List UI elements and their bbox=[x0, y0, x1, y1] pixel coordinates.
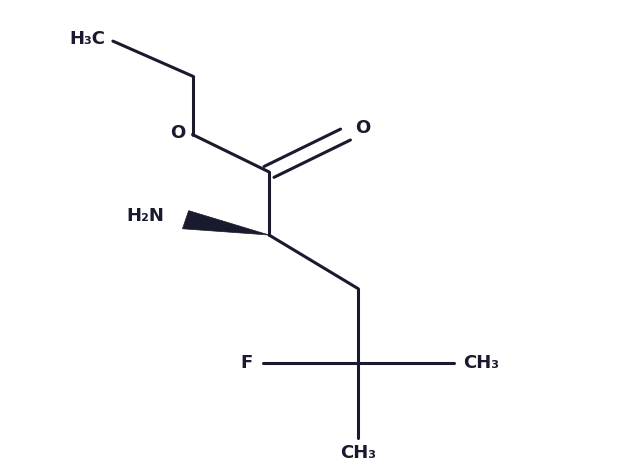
Text: CH₃: CH₃ bbox=[463, 354, 499, 373]
Text: O: O bbox=[355, 119, 371, 137]
Text: H₃C: H₃C bbox=[69, 30, 105, 48]
Text: F: F bbox=[241, 354, 253, 373]
Polygon shape bbox=[182, 211, 269, 235]
Text: O: O bbox=[170, 124, 185, 142]
Text: H₂N: H₂N bbox=[126, 207, 164, 225]
Text: CH₃: CH₃ bbox=[340, 444, 376, 462]
